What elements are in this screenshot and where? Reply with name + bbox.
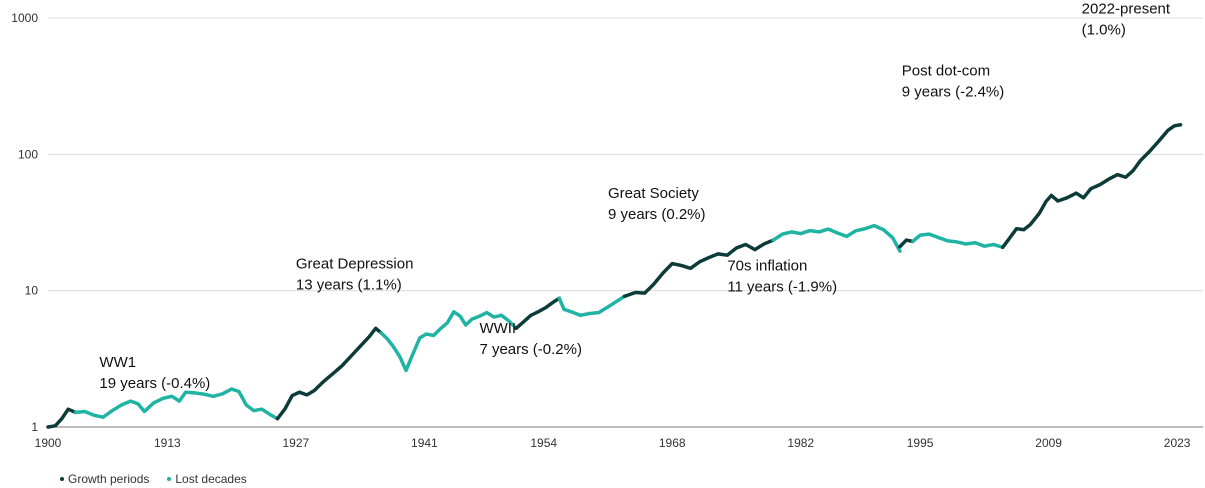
annotation-2022-present: 2022-present (1.0%) xyxy=(1082,0,1171,38)
annotation-wwii: WWII 7 years (-0.2%) xyxy=(479,320,582,358)
x-tick-label: 1913 xyxy=(154,436,181,450)
x-tick-label: 1982 xyxy=(787,436,814,450)
series-growth-segment-4 xyxy=(622,238,775,299)
series-growth-segment-1 xyxy=(46,407,78,429)
x-tick-label: 1927 xyxy=(283,436,310,450)
x-tick-label: 2023 xyxy=(1164,436,1191,450)
annotation-subtitle: 7 years (-0.2%) xyxy=(479,341,582,358)
series-layer xyxy=(46,122,1183,429)
legend-dot-lost-icon xyxy=(167,477,172,481)
series-lost-segment-3 xyxy=(557,294,627,318)
x-tick-label: 1995 xyxy=(907,436,934,450)
annotation-title: Great Society xyxy=(608,185,699,202)
annotation-subtitle: 11 years (-1.9%) xyxy=(727,279,837,296)
annotation-ww1: WW1 19 years (-0.4%) xyxy=(99,354,210,392)
series-growth-segment-3 xyxy=(514,296,562,331)
annotation-great-society: Great Society 9 years (0.2%) xyxy=(608,185,706,223)
annotations-layer: WW1 19 years (-0.4%) Great Depression 13 ye… xyxy=(99,0,1170,392)
annotation-title: 70s inflation xyxy=(727,258,807,275)
y-tick-label: 1000 xyxy=(11,11,38,25)
x-axis-ticks: 1900 1913 1927 1941 1954 1968 1982 1995 2009 2023 xyxy=(35,436,1191,450)
x-tick-label: 1968 xyxy=(659,436,686,450)
series-lost-segment-2 xyxy=(379,310,518,373)
annotation-subtitle: (1.0%) xyxy=(1082,21,1126,38)
y-tick-label: 100 xyxy=(18,147,38,161)
legend-item-lost: Lost decades xyxy=(167,472,247,486)
annotation-subtitle: 13 years (1.1%) xyxy=(296,277,402,294)
annotation-post-dot-com: Post dot-com 9 years (-2.4%) xyxy=(902,62,1005,100)
legend: Growth periods Lost decades xyxy=(60,472,247,486)
annotation-title: Great Depression xyxy=(296,256,414,273)
legend-label-lost: Lost decades xyxy=(175,472,247,486)
x-tick-label: 2009 xyxy=(1035,436,1062,450)
annotation-subtitle: 19 years (-0.4%) xyxy=(99,375,210,392)
series-growth-segment-5 xyxy=(898,238,915,249)
legend-label-growth: Growth periods xyxy=(68,472,150,486)
annotation-title: WWII xyxy=(479,320,516,337)
annotation-great-depression: Great Depression 13 years (1.1%) xyxy=(296,256,414,294)
x-tick-label: 1954 xyxy=(530,436,557,450)
annotation-subtitle: 9 years (-2.4%) xyxy=(902,83,1005,100)
y-tick-label: 10 xyxy=(25,284,39,298)
legend-dot-growth-icon xyxy=(60,477,64,481)
y-tick-label: 1 xyxy=(31,420,38,434)
y-axis-ticks: 1 10 100 1000 xyxy=(11,11,38,434)
x-tick-label: 1900 xyxy=(35,436,62,450)
series-growth-segment-2 xyxy=(275,326,383,421)
legend-item-growth: Growth periods xyxy=(60,472,149,486)
gridlines xyxy=(48,17,1203,428)
annotation-subtitle: 9 years (0.2%) xyxy=(608,206,706,223)
annotation-title: 2022-present xyxy=(1082,0,1171,17)
annotation-title: WW1 xyxy=(99,354,136,371)
x-tick-label: 1941 xyxy=(411,436,438,450)
series-lost-segment-1 xyxy=(73,387,280,421)
series-growth-segment-6 xyxy=(1000,122,1183,250)
series-lost-segment-4 xyxy=(771,223,902,253)
annotation-70s-inflation: 70s inflation 11 years (-1.9%) xyxy=(727,258,837,296)
annotation-title: Post dot-com xyxy=(902,62,990,79)
series-lost-segment-5 xyxy=(911,232,1005,250)
